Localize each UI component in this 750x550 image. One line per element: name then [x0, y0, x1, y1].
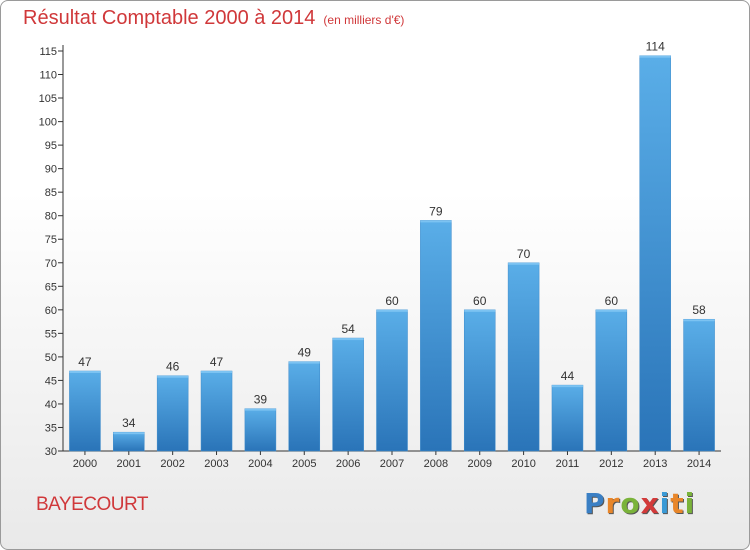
x-tick-label: 2000 [73, 458, 97, 470]
y-tick-label: 105 [39, 93, 57, 105]
bar-top-edge [288, 361, 320, 364]
bar [244, 408, 277, 452]
x-tick-label: 2001 [117, 458, 141, 470]
x-tick-label: 2007 [380, 458, 404, 470]
bar-value-label: 79 [429, 204, 443, 218]
y-tick-label: 95 [45, 140, 57, 152]
bar-value-label: 49 [298, 346, 312, 360]
bar-top-edge [113, 432, 145, 435]
x-tick-label: 2011 [556, 458, 580, 470]
logo-letter: x [640, 487, 660, 520]
x-tick-label: 2005 [292, 458, 316, 470]
x-tick-label: 2008 [424, 458, 448, 470]
x-tick-label: 2014 [687, 458, 711, 470]
bar-value-label: 47 [78, 355, 92, 369]
bar [420, 220, 452, 452]
bar [507, 262, 540, 452]
logo-letter: i [684, 487, 696, 520]
bar [639, 55, 671, 452]
bar [332, 337, 364, 452]
bar [113, 431, 145, 452]
bar-top-edge [201, 371, 233, 373]
y-tick-label: 80 [45, 211, 57, 223]
y-tick-label: 110 [39, 70, 57, 82]
x-tick-label: 2012 [599, 458, 623, 470]
y-tick-label: 60 [45, 305, 57, 317]
y-tick-label: 45 [45, 375, 57, 387]
y-tick-label: 35 [45, 422, 57, 434]
bar-value-label: 47 [210, 355, 224, 369]
logo-letter: t [670, 487, 685, 520]
commune-name: BAYECOURT [36, 494, 149, 515]
bar-value-label: 60 [385, 294, 399, 308]
y-tick-label: 115 [39, 46, 57, 58]
bar-top-edge [551, 385, 583, 388]
bar-top-edge [332, 338, 364, 341]
bar-top-edge [69, 371, 101, 373]
y-tick-label: 85 [45, 187, 57, 199]
x-tick-label: 2010 [511, 458, 535, 470]
chart-title-text: Résultat Comptable 2000 à 2014 [23, 7, 316, 29]
logo-letter: i [659, 487, 671, 520]
bar [595, 309, 628, 452]
bar-value-label: 70 [517, 247, 531, 261]
y-tick-label: 70 [45, 258, 57, 270]
y-tick-label: 75 [45, 234, 57, 246]
y-tick-label: 90 [45, 164, 57, 176]
bar-value-label: 39 [254, 393, 268, 407]
bar-value-label: 46 [166, 360, 180, 374]
bar-value-label: 114 [646, 40, 665, 54]
bar-top-edge [420, 220, 452, 223]
x-tick-label: 2009 [467, 458, 491, 470]
y-tick-label: 65 [45, 281, 57, 293]
x-tick-label: 2004 [248, 458, 272, 470]
bar [200, 370, 233, 452]
bar-top-edge [595, 309, 627, 312]
bar [551, 384, 584, 452]
bar-value-label: 34 [122, 416, 136, 430]
bar [463, 309, 496, 452]
bar [69, 370, 101, 452]
x-tick-label: 2013 [643, 458, 667, 470]
x-tick-label: 2003 [204, 458, 228, 470]
bar-value-label: 44 [561, 369, 575, 383]
chart-subtitle: (en milliers d'€) [323, 13, 405, 27]
x-tick-label: 2006 [336, 458, 360, 470]
y-tick-label: 100 [39, 117, 57, 129]
bar-top-edge [508, 262, 540, 265]
bar-value-label: 58 [692, 303, 706, 317]
chart-title: Résultat Comptable 2000 à 2014 (en millie… [23, 7, 404, 30]
y-tick-label: 40 [45, 399, 57, 411]
bar [288, 361, 321, 452]
y-tick-label: 55 [45, 328, 57, 340]
bar-value-label: 60 [605, 294, 619, 308]
bar-top-edge [464, 309, 496, 312]
proxiti-logo: Proxiti [584, 487, 695, 520]
bar [683, 318, 715, 452]
logo-letter: o [620, 487, 641, 520]
bar [376, 309, 408, 452]
bar-top-edge [244, 408, 276, 411]
bar-value-label: 54 [341, 322, 355, 336]
bar-top-edge [157, 375, 189, 378]
y-tick-label: 30 [45, 446, 57, 458]
bar-value-label: 60 [473, 294, 487, 308]
bar-top-edge [376, 309, 408, 312]
logo-letter: P [584, 487, 606, 520]
x-tick-label: 2002 [160, 458, 184, 470]
bar [156, 375, 189, 452]
y-tick-label: 50 [45, 352, 57, 364]
logo-letter: r [605, 487, 621, 520]
bar-top-edge [639, 55, 671, 58]
bar-top-edge [683, 319, 715, 322]
